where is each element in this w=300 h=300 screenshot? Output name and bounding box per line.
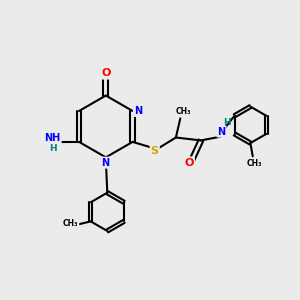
Text: N: N — [218, 127, 226, 136]
Text: N: N — [134, 106, 142, 116]
Text: CH₃: CH₃ — [176, 107, 192, 116]
Text: H: H — [224, 118, 231, 127]
Text: NH: NH — [44, 134, 61, 143]
Text: N: N — [101, 158, 110, 168]
Text: H: H — [49, 144, 56, 153]
Text: S: S — [151, 146, 159, 156]
Text: CH₃: CH₃ — [246, 159, 262, 168]
Text: O: O — [101, 68, 110, 78]
Text: CH₃: CH₃ — [63, 219, 79, 228]
Text: O: O — [184, 158, 194, 167]
